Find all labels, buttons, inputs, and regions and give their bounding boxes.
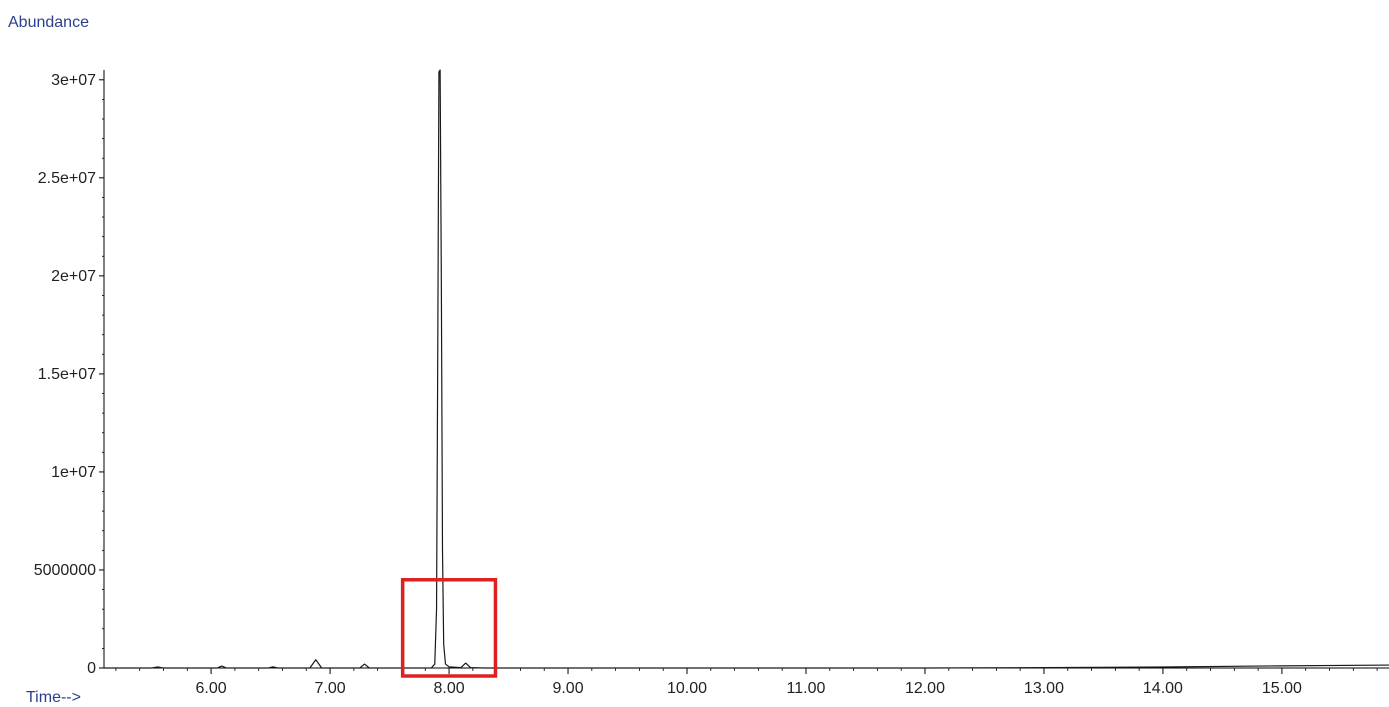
x-tick-label: 6.00 <box>196 680 227 697</box>
y-tick-label: 5000000 <box>34 562 96 579</box>
x-tick-label: 8.00 <box>433 680 464 697</box>
y-axis-title: Abundance <box>8 14 89 31</box>
y-tick-label: 2e+07 <box>51 268 96 285</box>
x-tick-label: 13.00 <box>1024 680 1064 697</box>
x-tick-label: 11.00 <box>787 680 826 697</box>
series-line <box>104 69 1389 669</box>
x-tick-label: 14.00 <box>1143 680 1183 697</box>
x-tick-label: 9.00 <box>552 680 583 697</box>
y-tick-label: 1e+07 <box>51 464 96 481</box>
y-tick-label: 1.5e+07 <box>38 366 96 383</box>
x-axis-title: Time--> <box>26 689 81 706</box>
highlight-box <box>400 578 498 678</box>
x-tick-label: 7.00 <box>314 680 345 697</box>
x-tick-label: 15.00 <box>1262 680 1302 697</box>
y-tick-label: 0 <box>87 660 96 677</box>
x-tick-label: 10.00 <box>667 680 707 697</box>
x-tick-label: 12.00 <box>905 680 945 697</box>
y-tick-label: 3e+07 <box>51 72 96 89</box>
y-tick-label: 2.5e+07 <box>38 170 96 187</box>
